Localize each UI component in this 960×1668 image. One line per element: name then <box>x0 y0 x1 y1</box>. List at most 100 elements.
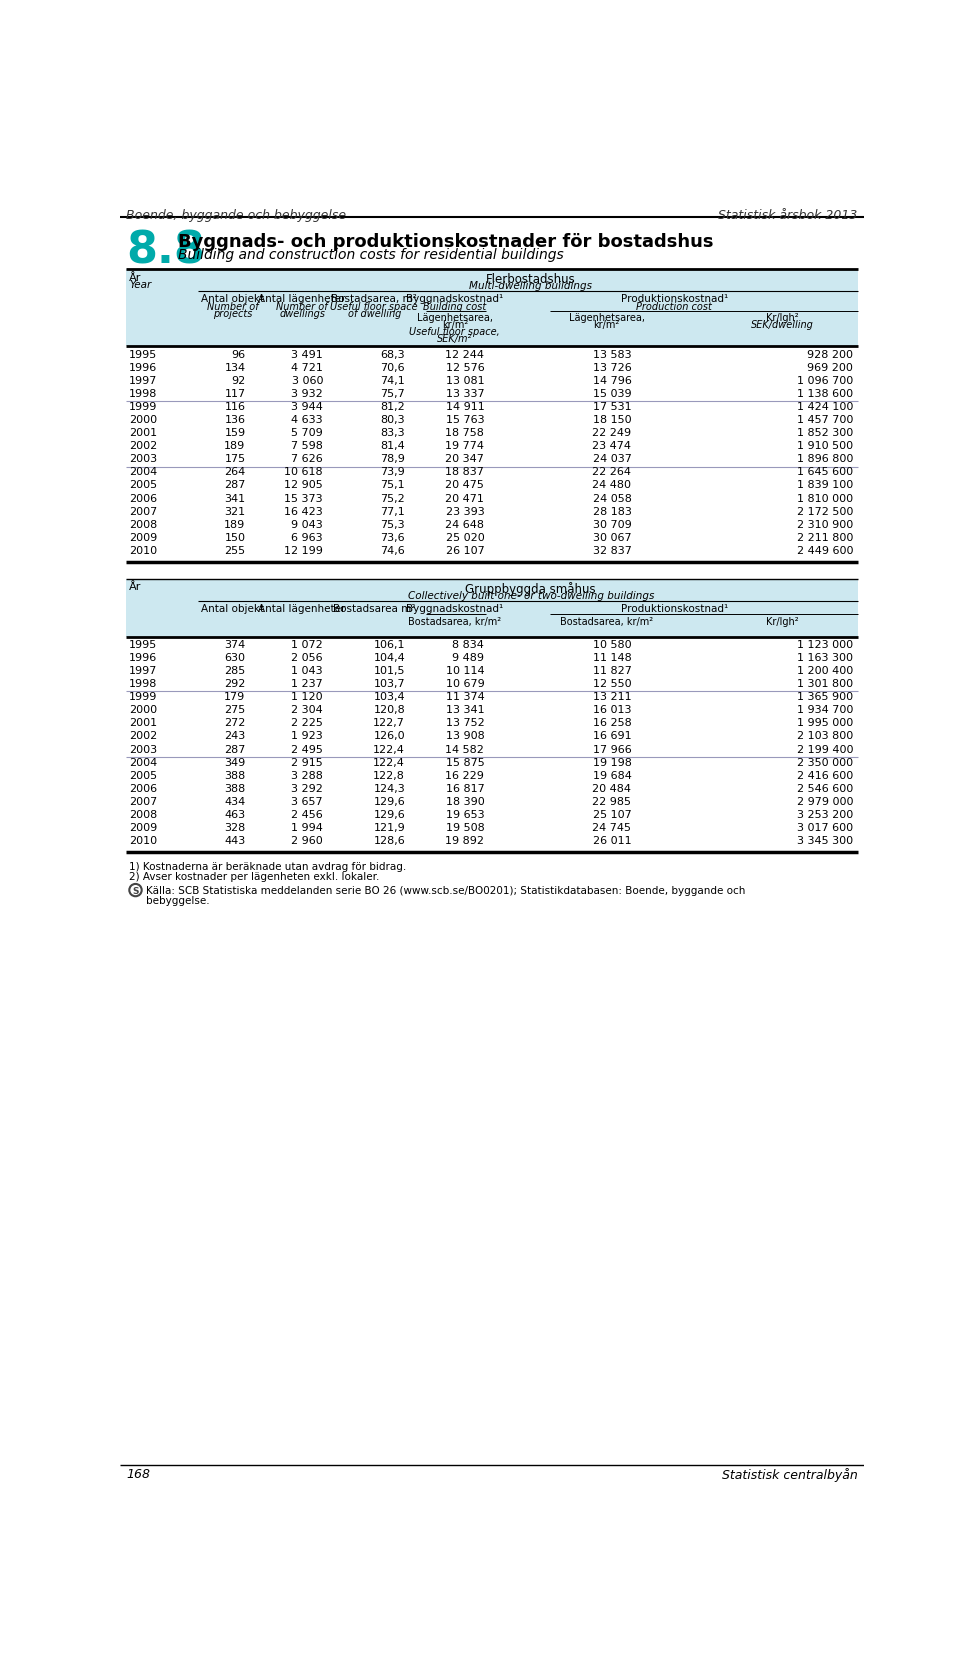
Text: 3 017 600: 3 017 600 <box>797 822 853 832</box>
Text: 12 244: 12 244 <box>445 350 484 360</box>
Text: 2000: 2000 <box>130 415 157 425</box>
Text: 321: 321 <box>225 507 246 517</box>
Text: 81,4: 81,4 <box>380 440 405 450</box>
Text: 2002: 2002 <box>130 440 157 450</box>
Text: Bostadsarea, kr/m²: Bostadsarea, kr/m² <box>408 617 501 627</box>
Text: 2008: 2008 <box>130 811 157 821</box>
Text: 1 810 000: 1 810 000 <box>797 494 853 504</box>
Text: 2004: 2004 <box>130 467 157 477</box>
Text: 255: 255 <box>225 545 246 555</box>
Text: Antal objekt: Antal objekt <box>201 604 264 614</box>
Text: 3 060: 3 060 <box>292 375 324 385</box>
Text: 116: 116 <box>225 402 246 412</box>
Text: 12 576: 12 576 <box>445 362 484 372</box>
Text: Bostadsarea m²: Bostadsarea m² <box>333 604 416 614</box>
Text: Flerbostadshus: Flerbostadshus <box>486 272 576 285</box>
Text: År: År <box>130 582 142 592</box>
Text: 1 237: 1 237 <box>291 679 324 689</box>
Text: Useful floor space: Useful floor space <box>330 302 418 312</box>
Text: 75,3: 75,3 <box>380 520 405 530</box>
Text: 1 923: 1 923 <box>291 732 324 742</box>
Text: 9 489: 9 489 <box>452 652 484 662</box>
Text: 2 350 000: 2 350 000 <box>797 757 853 767</box>
Text: Statistisk årsbok 2013: Statistisk årsbok 2013 <box>718 210 858 222</box>
Text: Antal objekt: Antal objekt <box>201 294 264 304</box>
Text: 16 258: 16 258 <box>592 719 632 729</box>
Text: 1997: 1997 <box>130 375 157 385</box>
Text: 8 834: 8 834 <box>452 641 484 651</box>
Text: 24 058: 24 058 <box>592 494 632 504</box>
Text: 17 531: 17 531 <box>593 402 632 412</box>
Text: 630: 630 <box>225 652 246 662</box>
Text: 10 114: 10 114 <box>445 666 484 676</box>
Text: Lägenhetsarea,: Lägenhetsarea, <box>568 314 645 324</box>
Text: projects: projects <box>213 309 252 319</box>
Text: 2 416 600: 2 416 600 <box>797 771 853 781</box>
Text: Produktionskostnad¹: Produktionskostnad¹ <box>620 604 728 614</box>
Text: Statistisk centralbyån: Statistisk centralbyån <box>722 1468 858 1483</box>
Text: 14 796: 14 796 <box>592 375 632 385</box>
Text: 388: 388 <box>225 771 246 781</box>
Text: 272: 272 <box>225 719 246 729</box>
Text: 20 484: 20 484 <box>592 784 632 794</box>
Text: 22 985: 22 985 <box>592 797 632 807</box>
Text: 10 580: 10 580 <box>593 641 632 651</box>
Text: 13 726: 13 726 <box>592 362 632 372</box>
Text: 2002: 2002 <box>130 732 157 742</box>
Text: 24 037: 24 037 <box>592 454 632 464</box>
Text: 25 020: 25 020 <box>445 532 484 542</box>
Text: 92: 92 <box>231 375 246 385</box>
Text: 2 310 900: 2 310 900 <box>797 520 853 530</box>
Text: 129,6: 129,6 <box>373 797 405 807</box>
Text: 23 474: 23 474 <box>592 440 632 450</box>
Text: 13 583: 13 583 <box>593 350 632 360</box>
Text: 13 908: 13 908 <box>445 732 484 742</box>
Text: 15 039: 15 039 <box>593 389 632 399</box>
Text: of dwelling: of dwelling <box>348 309 401 319</box>
Text: 3 657: 3 657 <box>292 797 324 807</box>
Text: 1 043: 1 043 <box>292 666 324 676</box>
Text: 443: 443 <box>225 836 246 846</box>
Text: 13 752: 13 752 <box>445 719 484 729</box>
Text: Källa: SCB Statistiska meddelanden serie BO 26 (www.scb.se/BO0201); Statistikdat: Källa: SCB Statistiska meddelanden serie… <box>146 886 746 896</box>
Text: 136: 136 <box>225 415 246 425</box>
Bar <box>126 270 858 347</box>
Text: 124,3: 124,3 <box>373 784 405 794</box>
Text: 1 138 600: 1 138 600 <box>797 389 853 399</box>
Text: 3 292: 3 292 <box>291 784 324 794</box>
Text: 20 475: 20 475 <box>445 480 484 490</box>
Text: 2 211 800: 2 211 800 <box>797 532 853 542</box>
Text: Lägenhetsarea,: Lägenhetsarea, <box>417 314 492 324</box>
Text: 10 618: 10 618 <box>284 467 324 477</box>
Text: kr/m²: kr/m² <box>593 320 620 330</box>
Text: 15 875: 15 875 <box>445 757 484 767</box>
Text: 1 424 100: 1 424 100 <box>797 402 853 412</box>
Text: 77,1: 77,1 <box>380 507 405 517</box>
Text: 374: 374 <box>225 641 246 651</box>
Text: 285: 285 <box>225 666 246 676</box>
Text: Byggnads- och produktionskostnader för bostadshus: Byggnads- och produktionskostnader för b… <box>179 232 713 250</box>
Text: 11 374: 11 374 <box>445 692 484 702</box>
Text: 3 932: 3 932 <box>291 389 324 399</box>
Text: 26 107: 26 107 <box>445 545 484 555</box>
Text: 287: 287 <box>225 744 246 754</box>
Text: 2 495: 2 495 <box>291 744 324 754</box>
Text: Number of: Number of <box>276 302 328 312</box>
Text: 13 211: 13 211 <box>593 692 632 702</box>
Text: 12 199: 12 199 <box>284 545 324 555</box>
Text: 122,4: 122,4 <box>373 757 405 767</box>
Text: 275: 275 <box>225 706 246 716</box>
Text: 103,4: 103,4 <box>373 692 405 702</box>
Text: 1 896 800: 1 896 800 <box>797 454 853 464</box>
Text: 75,1: 75,1 <box>380 480 405 490</box>
Text: 75,2: 75,2 <box>380 494 405 504</box>
Text: 2 056: 2 056 <box>292 652 324 662</box>
Text: 16 229: 16 229 <box>445 771 484 781</box>
Text: 287: 287 <box>225 480 246 490</box>
Text: 19 198: 19 198 <box>592 757 632 767</box>
Text: 1 096 700: 1 096 700 <box>797 375 853 385</box>
Text: 969 200: 969 200 <box>807 362 853 372</box>
Text: 2009: 2009 <box>130 822 157 832</box>
Text: 16 817: 16 817 <box>445 784 484 794</box>
Text: 24 480: 24 480 <box>592 480 632 490</box>
